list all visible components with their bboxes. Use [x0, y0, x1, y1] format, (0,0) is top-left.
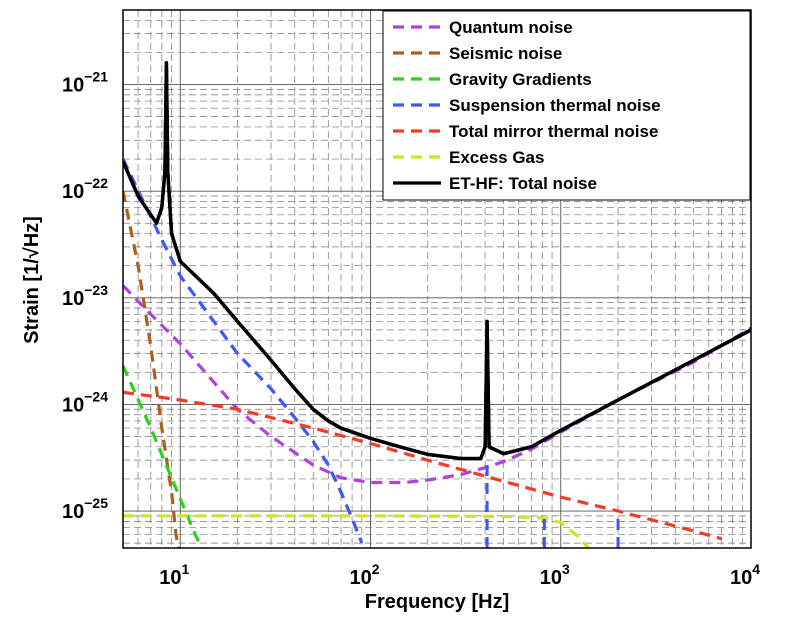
- legend: Quantum noise Seismic noise Gravity Gradie…: [382, 10, 751, 201]
- y-tick-label: 10−24: [62, 388, 108, 416]
- plot-frame: [122, 9, 752, 549]
- series-layer: [123, 61, 751, 548]
- legend-label-seismic-noise: Seismic noise: [449, 44, 562, 63]
- y-tick-label: 10−25: [62, 495, 108, 523]
- series-line-suspension-thermal-noise: [123, 158, 364, 544]
- y-tick-label: 10−22: [62, 175, 108, 203]
- x-tick-label: 101: [159, 561, 189, 589]
- legend-label-total-mirror-thermal-noise: Total mirror thermal noise: [449, 122, 658, 141]
- y-tick-label: 10−21: [62, 69, 108, 97]
- legend-label-quantum-noise: Quantum noise: [449, 18, 573, 37]
- legend-label-gravity-gradients: Gravity Gradients: [449, 70, 592, 89]
- y-axis-label: Strain [1/√Hz]: [21, 216, 43, 344]
- series-line-gravity-gradients: [123, 365, 204, 548]
- series-line-seismic-noise: [123, 190, 181, 548]
- series-line-quantum-noise: [123, 284, 751, 485]
- legend-label-excess-gas: Excess Gas: [449, 148, 544, 167]
- tick-layer: 101 102 103 104 10−21 10−22 10−23 10−24 10−25: [62, 69, 760, 589]
- y-tick-label: 10−23: [62, 282, 108, 310]
- series-line-total-mirror-thermal-noise: [123, 390, 722, 541]
- legend-box: [382, 10, 751, 201]
- x-axis-label: Frequency [Hz]: [365, 591, 509, 613]
- x-tick-label: 102: [349, 561, 379, 589]
- legend-label-et-hf-total-noise: ET-HF: Total noise: [449, 174, 597, 193]
- series-line-excess-gas: [123, 514, 590, 548]
- x-tick-label: 103: [540, 561, 570, 589]
- series-line-total-overlay: [123, 61, 751, 461]
- x-tick-label: 104: [730, 561, 760, 589]
- legend-label-suspension-thermal-noise: Suspension thermal noise: [449, 96, 661, 115]
